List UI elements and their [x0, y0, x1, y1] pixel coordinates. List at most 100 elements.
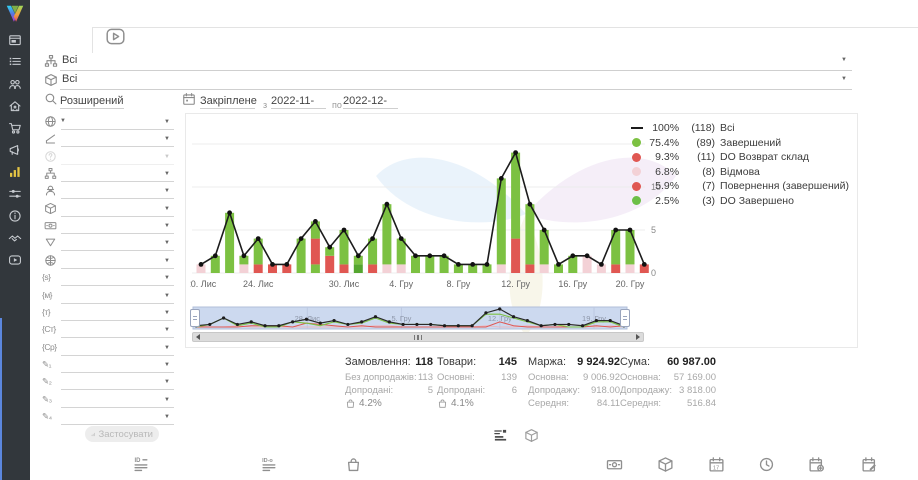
filter-row-t17: ✎₄ ▼ — [42, 410, 174, 426]
sidebar-item-orders[interactable] — [8, 55, 22, 69]
navigator-left-handle[interactable] — [190, 309, 200, 327]
legend-item[interactable]: 9.3% (11) DO Возврат склад — [630, 150, 849, 165]
period-select[interactable]: Закріплене ▼ — [200, 91, 257, 124]
col-order-icon[interactable] — [345, 456, 362, 473]
orders-chart[interactable]: 0 5 10 20. Лис 24. Лис 30. Лис 4. Гру 8. Гру 12.… — [190, 118, 830, 298]
chart-scrollbar[interactable] — [192, 332, 644, 342]
svg-text:19. Гру: 19. Гру — [582, 314, 606, 323]
hierarchy-icon — [44, 54, 58, 68]
filter-select[interactable]: ▼ — [61, 376, 174, 391]
filter-row-t11: {т} ▼ — [42, 306, 174, 322]
col-money-icon[interactable] — [606, 456, 623, 473]
legend-item[interactable]: 2.5% (3) DO Завершено — [630, 194, 849, 209]
sidebar-item-dashboard[interactable] — [8, 33, 22, 47]
filter-select[interactable]: ▼ — [61, 237, 174, 252]
sidebar-item-clients[interactable] — [8, 77, 22, 91]
video-tutorial-button[interactable] — [103, 27, 128, 46]
col-id-o-icon[interactable]: ID-o — [261, 456, 278, 473]
svg-text:ID: ID — [134, 458, 141, 464]
filter-product-value: Всі — [62, 73, 78, 85]
filter-select[interactable]: ▼ — [61, 394, 174, 408]
stat-column: Маржа: 9 924.92 Основна: 9 006.92 Допродажу:… — [528, 356, 620, 409]
globe-icon — [44, 115, 57, 128]
filter-row-t16: ✎₃ ▼ — [42, 393, 174, 409]
text-icon: {т} — [42, 306, 51, 317]
filter-select[interactable]: ▼ — [61, 272, 174, 287]
sidebar-item-video[interactable] — [8, 253, 22, 267]
sidebar-item-analytics[interactable] — [8, 165, 22, 179]
text-icon: {s} — [42, 272, 51, 283]
svg-text:ID-o: ID-o — [262, 458, 273, 464]
search-mode-select[interactable]: Розширений ▼ — [60, 91, 124, 124]
filter-row-t14: ✎₁ ▼ — [42, 358, 174, 374]
filter-select[interactable]: ▼ — [61, 133, 174, 148]
date-from-field[interactable]: 2022-11-20 — [271, 91, 326, 125]
col-id-icon[interactable]: ID — [133, 456, 150, 473]
scrollbar-grip[interactable] — [413, 334, 423, 340]
legend-item[interactable]: 6.8% (8) Відмова — [630, 165, 849, 180]
text-icon: {Ст} — [42, 324, 56, 335]
filter-select[interactable]: ▼ — [61, 203, 174, 217]
question-icon — [44, 150, 57, 163]
legend-item[interactable]: 75.4% (89) Завершений — [630, 136, 849, 151]
filter-select[interactable]: ▼ — [61, 342, 174, 356]
sidebar-item-settings[interactable] — [8, 187, 22, 201]
filter-select[interactable]: ▼ — [61, 290, 174, 304]
filter-select[interactable]: ▼ — [61, 168, 174, 183]
legend-item[interactable]: 5.9% (7) Повернення (завершений) — [630, 179, 849, 194]
apply-button[interactable]: Застосувати — [85, 426, 159, 442]
filter-source-value: Всі — [62, 54, 78, 66]
filter-product[interactable]: Всі ▼ — [42, 72, 852, 90]
filter-row-t15: ✎₂ ▼ — [42, 375, 174, 391]
text-icon: ✎₄ — [42, 410, 52, 421]
filter-row-globe: ▼ — [42, 115, 174, 131]
filter-select[interactable]: ▼ — [61, 307, 174, 321]
text-icon: ✎₂ — [42, 376, 52, 387]
filter-row-spy: ▼ — [42, 184, 174, 200]
toggle-product-view[interactable] — [524, 428, 539, 443]
slope-icon — [44, 132, 57, 145]
filter-row-question: ▼ — [42, 150, 174, 166]
filter-select[interactable]: ▼ — [61, 324, 174, 339]
chart-legend: 100% (118) Всі 75.4% (89) Завершений 9.3% (11) D… — [630, 121, 849, 208]
filter-search-row: Розширений ▼ Закріплене ▼ з 2022-11-20 п… — [42, 91, 856, 125]
filter-select[interactable]: ▼ — [61, 185, 174, 200]
col-product-icon[interactable] — [657, 456, 674, 473]
filter-row-t9: {s} ▼ — [42, 271, 174, 287]
filter-select[interactable]: ▼ — [61, 220, 174, 235]
col-date-icon[interactable]: 17 — [708, 456, 725, 473]
sidebar-item-warehouse[interactable] — [8, 99, 22, 113]
funnel-icon — [44, 236, 57, 249]
content-left-border — [92, 27, 93, 53]
svg-text:10: 10 — [651, 182, 661, 192]
col-date-fix-icon[interactable] — [808, 456, 825, 473]
filter-source[interactable]: Всі ▼ — [42, 53, 852, 71]
scroll-right-arrow[interactable] — [636, 334, 640, 340]
text-icon: {Ср} — [42, 341, 57, 352]
toggle-list-view[interactable] — [493, 428, 508, 443]
chart-navigator[interactable]: 28. Лис 5. Гру 12. Гру 19. Гру — [190, 306, 644, 330]
scroll-left-arrow[interactable] — [196, 334, 200, 340]
filter-row-slope: ▼ — [42, 132, 174, 148]
filter-select[interactable]: ▼ — [61, 255, 174, 269]
sidebar-item-info[interactable] — [8, 209, 22, 223]
filter-select[interactable]: ▼ — [61, 359, 174, 373]
sidebar — [0, 0, 30, 480]
sidebar-item-cart[interactable] — [8, 121, 22, 135]
svg-text:12. Гру: 12. Гру — [488, 314, 512, 323]
filter-select[interactable]: ▼ — [61, 116, 174, 130]
col-time-icon[interactable] — [758, 456, 775, 473]
date-to-field[interactable]: 2022-12-21 — [343, 91, 398, 125]
filter-select[interactable]: ▼ — [61, 411, 174, 425]
svg-text:0: 0 — [651, 268, 656, 278]
sidebar-item-marketing[interactable] — [8, 143, 22, 157]
col-date-edit-icon[interactable] — [861, 456, 878, 473]
navigator-right-handle[interactable] — [620, 309, 630, 327]
sidebar-item-partners[interactable] — [8, 231, 22, 245]
svg-text:30. Лис: 30. Лис — [329, 279, 360, 289]
sitemap-icon — [44, 167, 57, 180]
legend-item[interactable]: 100% (118) Всі — [630, 121, 849, 136]
package-icon — [44, 73, 58, 87]
package-icon — [44, 202, 57, 215]
text-icon: {м} — [42, 289, 53, 300]
